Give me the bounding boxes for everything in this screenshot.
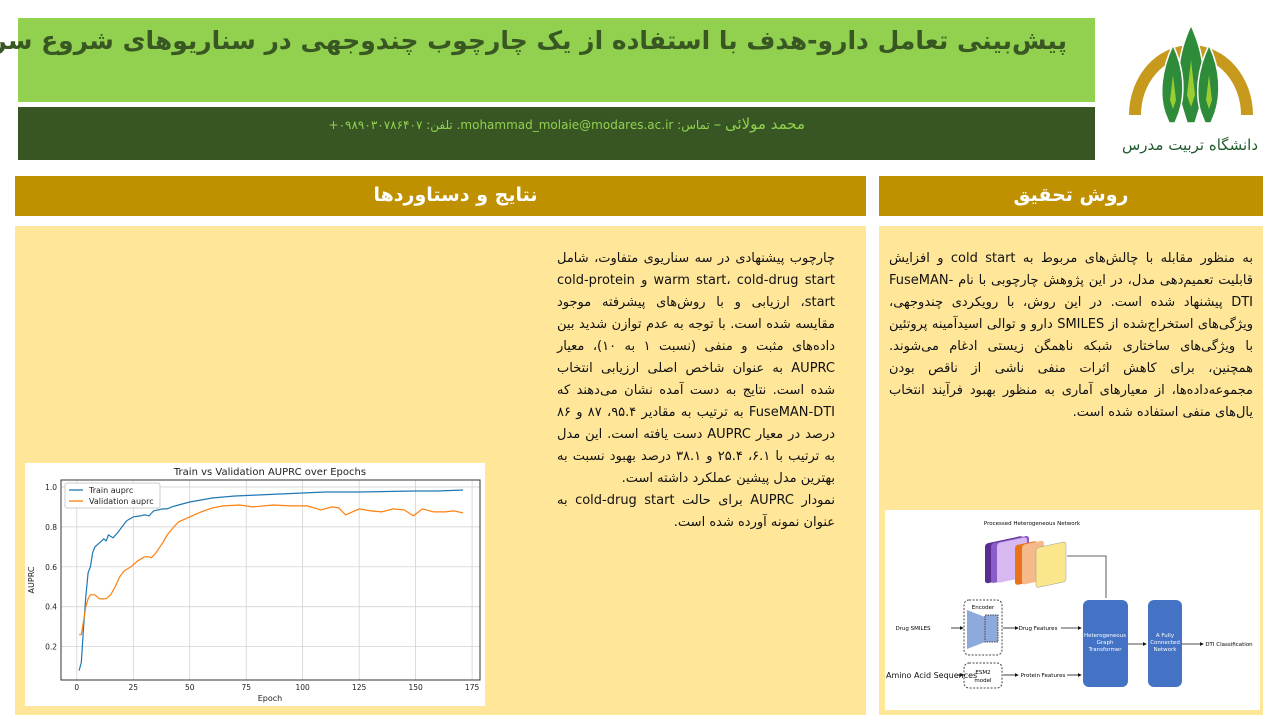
title-bar: پیش‌بینی تعامل دارو-هدف با استفاده از یک… — [0, 18, 1095, 102]
method-paragraph: به منظور مقابله با چالش‌های مربوط به col… — [889, 251, 1253, 420]
legend-validation: Validation auprc — [89, 497, 154, 506]
hgt-label-1: Heterogeneous — [1084, 633, 1126, 639]
results-text: چارچوب پیشنهادی در سه سناریوی متفاوت، شا… — [557, 248, 835, 534]
x-tick-label: 25 — [129, 683, 139, 692]
drug-smiles-label: Drug SMILES — [895, 626, 931, 632]
x-tick-label: 125 — [352, 683, 367, 692]
author-bar: محمد مولائی – تماس: mohammad_molaie@moda… — [18, 107, 1095, 160]
university-logo: دانشگاه تربیت مدرس — [1115, 15, 1265, 165]
contact-info: تماس: mohammad_molaie@modares.ac.ir. تلف… — [328, 118, 710, 132]
dti-classification-label: DTI Classification — [1205, 642, 1253, 648]
separator: – — [713, 115, 722, 133]
encoder-label: Encoder — [972, 605, 995, 611]
train-auprc-line — [78, 489, 464, 671]
x-axis-label: Epoch — [258, 694, 283, 703]
y-tick-label: 0.8 — [45, 523, 57, 532]
method-section-header: روش تحقیق — [879, 176, 1263, 216]
logo-text: دانشگاه تربیت مدرس — [1122, 136, 1258, 154]
y-tick-label: 1.0 — [45, 483, 57, 492]
fc-label-3: Network — [1154, 647, 1178, 653]
esm-model-label: model — [974, 678, 992, 684]
results-chart-note: نمودار AUPRC برای حالت cold-drug start ب… — [557, 493, 835, 530]
results-title: نتایج و دستاوردها — [373, 184, 538, 206]
network-label: Processed Heterogeneous Network — [984, 521, 1081, 527]
drug-features-label: Drug Features — [1019, 626, 1058, 632]
auprc-chart: Train vs Validation AUPRC over Epochs Ep… — [25, 463, 485, 706]
x-tick-label: 50 — [185, 683, 195, 692]
y-tick-label: 0.6 — [45, 563, 57, 572]
heterogeneous-network-layers — [985, 535, 1067, 588]
legend-train: Train auprc — [88, 486, 133, 495]
y-axis-label: AUPRC — [27, 566, 36, 593]
author-name: محمد مولائی — [724, 115, 805, 133]
poster-title: پیش‌بینی تعامل دارو-هدف با استفاده از یک… — [0, 26, 1067, 55]
chart-title: Train vs Validation AUPRC over Epochs — [173, 467, 366, 478]
fully-connected-block — [1148, 600, 1182, 687]
x-tick-label: 75 — [241, 683, 251, 692]
y-tick-label: 0.4 — [45, 603, 57, 612]
x-tick-label: 100 — [296, 683, 311, 692]
amino-acid-label: Amino Acid Sequences — [886, 671, 977, 680]
fc-label-1: A Fully — [1156, 633, 1175, 639]
graph-transformer-block — [1083, 600, 1128, 687]
author-info: محمد مولائی – تماس: mohammad_molaie@moda… — [329, 115, 805, 133]
esm-label: ESM2 — [975, 670, 990, 676]
architecture-diagram: Processed Heterogeneous Network Encoder … — [885, 510, 1260, 710]
hgt-label-3: Transformer — [1087, 647, 1122, 653]
method-title: روش تحقیق — [1013, 184, 1129, 206]
results-paragraph: چارچوب پیشنهادی در سه سناریوی متفاوت، شا… — [557, 251, 836, 486]
chart-legend: Train auprc Validation auprc — [64, 482, 161, 509]
validation-auprc-line — [79, 504, 464, 636]
results-section-header: نتایج و دستاوردها — [15, 176, 866, 216]
x-tick-label: 150 — [408, 683, 423, 692]
hgt-label-2: Graph — [1097, 640, 1114, 646]
protein-features-label: Protein Features — [1021, 673, 1066, 679]
fc-label-2: Connected — [1150, 640, 1180, 646]
x-tick-label: 175 — [465, 683, 480, 692]
y-tick-label: 0.2 — [45, 643, 57, 652]
x-tick-label: 0 — [74, 683, 79, 692]
